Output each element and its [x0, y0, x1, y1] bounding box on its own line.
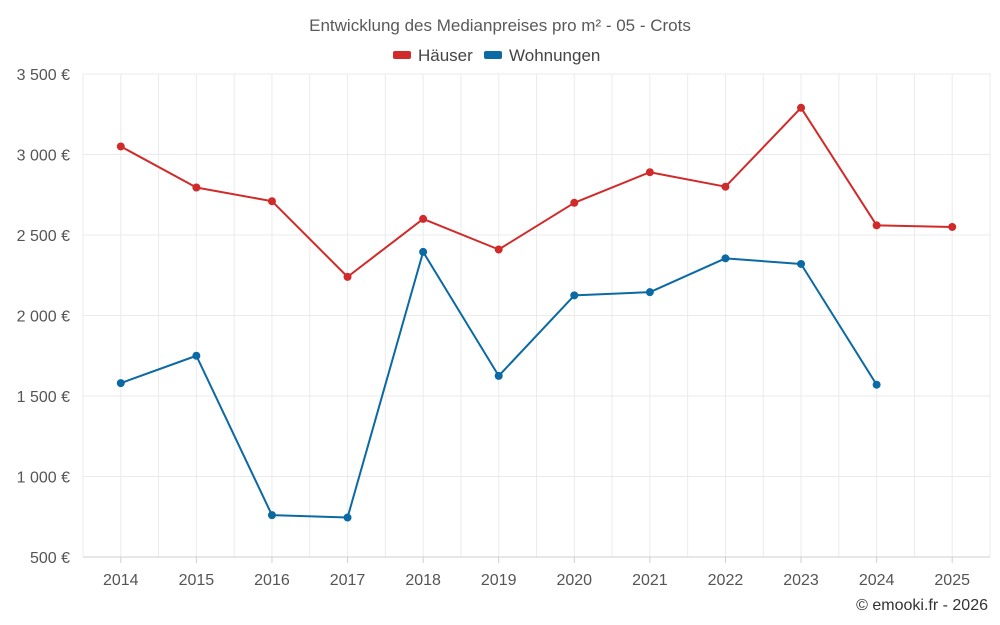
- data-point-haeuser[interactable]: [948, 222, 957, 231]
- legend: Häuser Wohnungen: [393, 46, 600, 65]
- data-point-wohnungen[interactable]: [721, 254, 730, 263]
- legend-label-haeuser[interactable]: Häuser: [418, 46, 473, 65]
- x-tick-label: 2020: [556, 572, 592, 589]
- data-point-wohnungen[interactable]: [570, 291, 579, 300]
- x-tick-label: 2025: [934, 572, 970, 589]
- data-point-wohnungen[interactable]: [192, 351, 201, 360]
- data-point-haeuser[interactable]: [419, 214, 428, 223]
- series: [116, 103, 957, 522]
- y-tick-label: 2 000 €: [17, 309, 70, 326]
- legend-swatch-wohnungen: [484, 51, 502, 59]
- x-tick-label: 2023: [783, 572, 819, 589]
- y-tick-label: 2 500 €: [17, 228, 70, 245]
- axes: 500 € 1 000 € 1 500 € 2 000 € 2 500 € 3 000 €…: [17, 67, 990, 589]
- x-tick-label: 2014: [103, 572, 139, 589]
- x-tick-label: 2019: [481, 572, 517, 589]
- data-point-wohnungen[interactable]: [419, 247, 428, 256]
- x-tick-label: 2017: [330, 572, 366, 589]
- data-point-wohnungen[interactable]: [494, 371, 503, 380]
- x-tick-label: 2024: [859, 572, 895, 589]
- data-point-wohnungen[interactable]: [267, 511, 276, 520]
- y-tick-label: 3 000 €: [17, 148, 70, 165]
- y-tick-label: 1 500 €: [17, 389, 70, 406]
- x-tick-label: 2018: [405, 572, 441, 589]
- data-point-wohnungen[interactable]: [116, 379, 125, 388]
- y-tick-label: 1 000 €: [17, 470, 70, 487]
- gridlines: [82, 73, 991, 557]
- data-point-haeuser[interactable]: [116, 142, 125, 151]
- y-tick-label: 500 €: [30, 550, 70, 567]
- data-point-haeuser[interactable]: [494, 245, 503, 254]
- credit-text: © emooki.fr - 2026: [856, 597, 988, 614]
- data-point-haeuser[interactable]: [192, 183, 201, 192]
- legend-swatch-haeuser: [393, 51, 411, 59]
- y-tick-label: 3 500 €: [17, 67, 70, 84]
- x-tick-label: 2022: [708, 572, 744, 589]
- data-point-haeuser[interactable]: [721, 182, 730, 191]
- x-tick-label: 2021: [632, 572, 668, 589]
- x-tick-label: 2015: [179, 572, 215, 589]
- data-point-wohnungen[interactable]: [645, 288, 654, 297]
- data-point-wohnungen[interactable]: [797, 259, 806, 268]
- data-point-haeuser[interactable]: [267, 197, 276, 206]
- legend-label-wohnungen[interactable]: Wohnungen: [509, 46, 600, 65]
- data-point-wohnungen[interactable]: [343, 513, 352, 522]
- data-point-wohnungen[interactable]: [872, 380, 881, 389]
- data-point-haeuser[interactable]: [797, 103, 806, 112]
- data-point-haeuser[interactable]: [872, 221, 881, 230]
- x-tick-label: 2016: [254, 572, 290, 589]
- data-point-haeuser[interactable]: [645, 168, 654, 177]
- series-line-haeuser: [120, 106, 953, 278]
- chart-title: Entwicklung des Medianpreises pro m² - 0…: [309, 16, 691, 35]
- data-point-haeuser[interactable]: [343, 272, 352, 281]
- data-point-haeuser[interactable]: [570, 198, 579, 207]
